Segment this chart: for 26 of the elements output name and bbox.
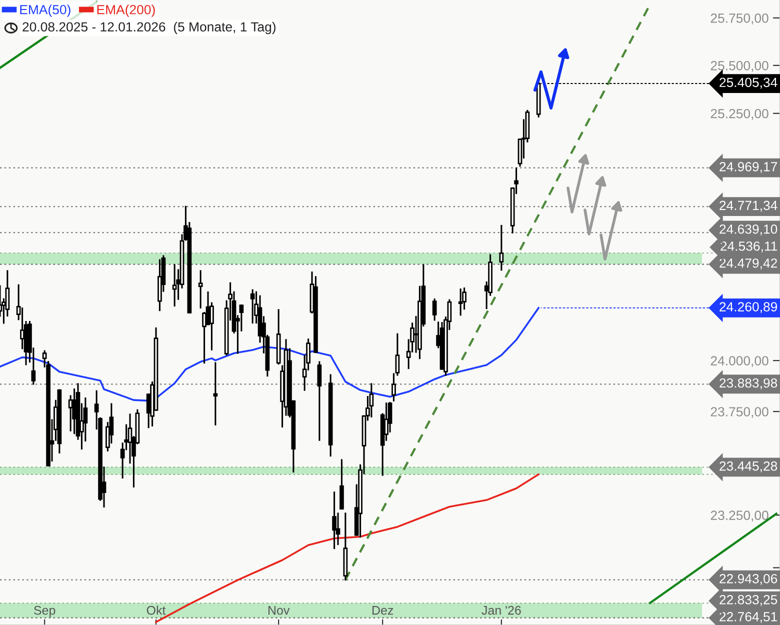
ref-line-label: 24.479,42 bbox=[720, 258, 778, 270]
ref-line-label: 22.764,51 bbox=[720, 612, 778, 623]
ref-line-label: 24.969,17 bbox=[720, 162, 778, 173]
y-tick-label: 23.750,00 bbox=[710, 407, 768, 418]
y-tick-label: 25.750,00 bbox=[710, 13, 768, 24]
legend-label: EMA(50) bbox=[20, 4, 70, 17]
x-tick-label: Dez bbox=[372, 606, 394, 615]
band-label: 23.445,28 bbox=[720, 461, 778, 472]
annotation: 25.405,34 bbox=[720, 78, 778, 89]
ref-line-label: 24.771,34 bbox=[720, 200, 778, 212]
ref-line-label: 23.883,98 bbox=[720, 378, 778, 390]
band-label: 22.833,25 bbox=[720, 595, 778, 606]
ref-line-label: 22.943,06 bbox=[720, 574, 778, 585]
y-tick-label: 24.000,00 bbox=[710, 356, 768, 368]
x-tick-label: Sep bbox=[34, 606, 56, 618]
annotation: 24.260,89 bbox=[720, 302, 778, 314]
y-tick-label: 23.250,00 bbox=[710, 510, 768, 522]
legend-label: EMA(200) bbox=[97, 4, 155, 17]
x-tick-label: Okt bbox=[146, 606, 166, 615]
ref-line-label: 24.639,10 bbox=[720, 224, 778, 236]
y-tick-label: 25.500,00 bbox=[710, 60, 768, 72]
band-label: 24.536,11 bbox=[720, 241, 778, 252]
x-tick-label: Jan '26 bbox=[482, 606, 521, 615]
x-tick-label: Nov bbox=[268, 606, 290, 615]
text: 20.08.2025 - 12.01.2026 (5 Monate, 1 Tag) bbox=[22, 22, 276, 34]
y-tick-label: 25.250,00 bbox=[710, 108, 768, 120]
